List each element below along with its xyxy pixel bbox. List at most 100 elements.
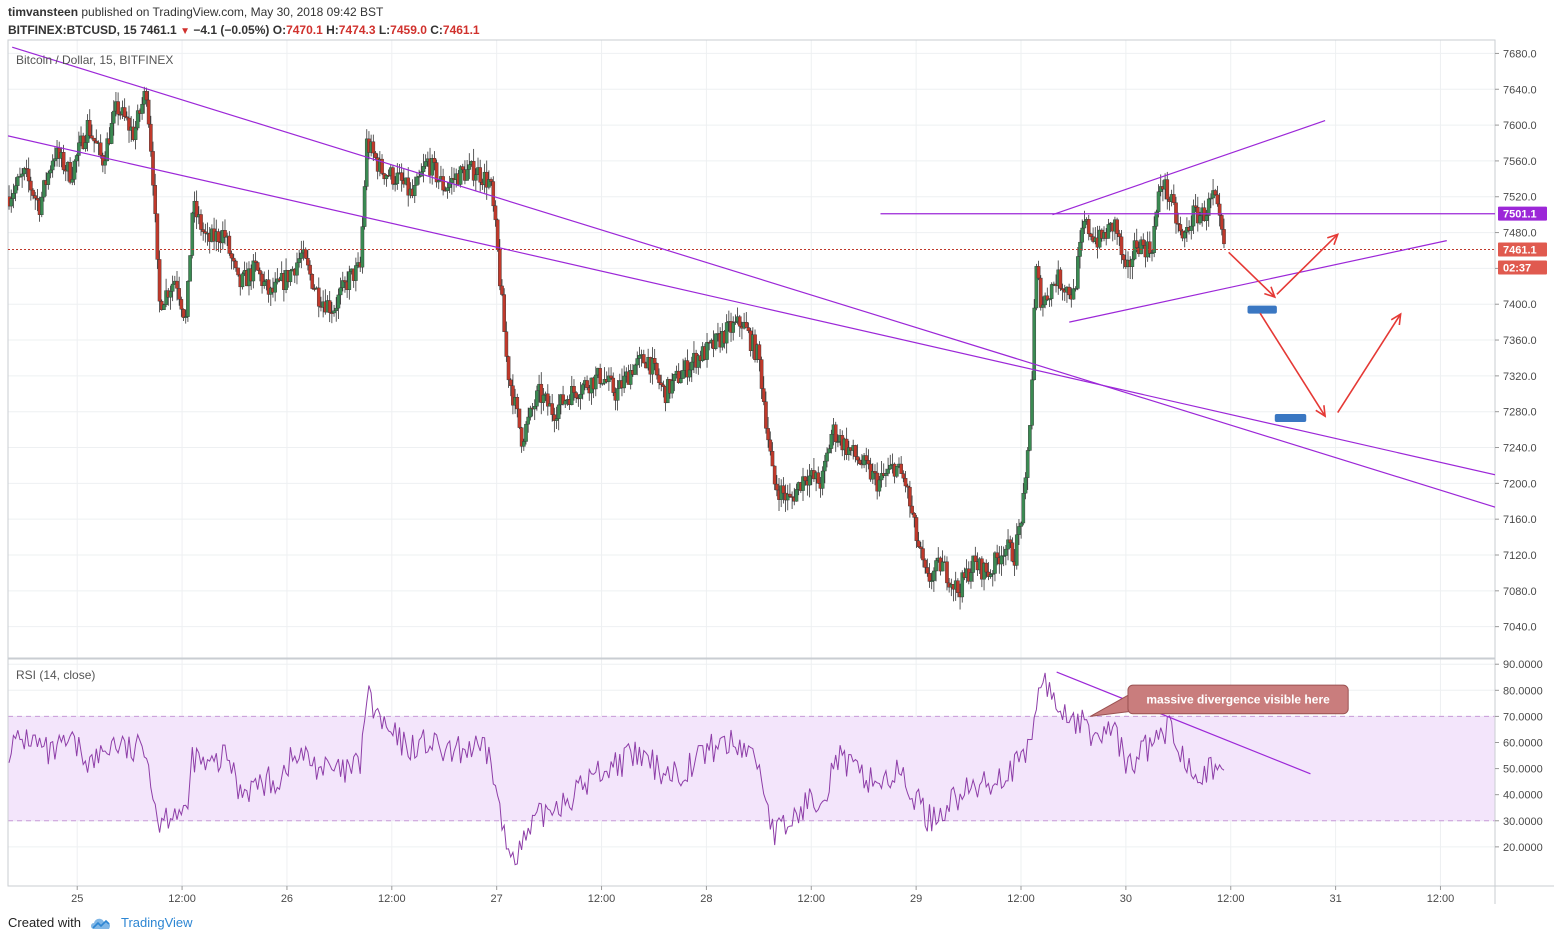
- candle-body: [125, 116, 129, 119]
- price-tick-label: 7120.0: [1503, 550, 1537, 562]
- candle: [391, 165, 395, 190]
- candle: [515, 393, 520, 418]
- candle: [731, 316, 736, 341]
- candle-body: [266, 279, 271, 295]
- candle: [689, 356, 694, 383]
- candle: [310, 273, 315, 290]
- candle: [574, 391, 578, 403]
- candle-body: [609, 375, 613, 379]
- candle-body: [72, 160, 77, 180]
- candle-body: [135, 110, 140, 129]
- candle: [1189, 215, 1194, 240]
- candle-body: [833, 424, 838, 443]
- candle-body: [801, 476, 805, 491]
- time-tick-label: 29: [910, 893, 922, 905]
- time-tick-label: 12:00: [1217, 893, 1245, 905]
- candle: [563, 399, 568, 409]
- arrow-head: [1327, 233, 1340, 245]
- candle-body: [253, 260, 258, 263]
- candle-body: [332, 310, 336, 314]
- candle: [925, 558, 930, 577]
- tradingview-brand[interactable]: TradingView: [120, 915, 193, 930]
- candle-body: [820, 470, 825, 489]
- candle-body: [713, 333, 718, 349]
- price-tick-label: 7480.0: [1503, 228, 1537, 240]
- candle-body: [445, 187, 450, 191]
- candle-body: [18, 176, 22, 178]
- candle-body: [1209, 197, 1213, 200]
- candle-body: [873, 471, 877, 474]
- candle: [598, 363, 602, 388]
- candle-body: [785, 493, 790, 501]
- candle-body: [260, 273, 264, 286]
- time-tick-label: 25: [71, 893, 83, 905]
- candle: [61, 144, 66, 175]
- candle: [360, 217, 365, 274]
- candle-body: [255, 262, 260, 271]
- arrow-shaft: [1259, 312, 1326, 417]
- candle-body: [1213, 190, 1218, 196]
- candle: [306, 250, 310, 271]
- candle: [236, 267, 240, 277]
- candle: [155, 213, 160, 269]
- candle-body: [478, 167, 482, 183]
- candle-body: [1141, 239, 1146, 246]
- candle-body: [1139, 239, 1143, 255]
- candle: [561, 385, 565, 406]
- candle-body: [746, 327, 751, 332]
- candle: [1119, 230, 1124, 264]
- candle: [491, 176, 496, 212]
- candle: [406, 167, 411, 207]
- candle: [1172, 184, 1176, 206]
- rsi-tick-label: 60.0000: [1503, 737, 1543, 749]
- candle: [552, 407, 557, 433]
- candle-body: [498, 249, 502, 287]
- created-with-text: Created with: [8, 915, 81, 930]
- candle-body: [993, 552, 997, 574]
- candle-body: [914, 517, 919, 542]
- candle-body: [347, 271, 352, 290]
- candle-body: [90, 135, 94, 139]
- candle: [572, 379, 576, 401]
- candle: [999, 545, 1004, 576]
- candle: [585, 375, 589, 391]
- candle: [347, 265, 352, 300]
- author-name[interactable]: timvansteen: [8, 5, 79, 19]
- order-box: [1274, 413, 1307, 422]
- candle: [609, 367, 613, 380]
- candle: [873, 464, 877, 486]
- candle-body: [899, 463, 903, 474]
- candle-body: [519, 427, 524, 447]
- time-axis: 25 12:00 26 12:00 27 12:00 28 12:00 29 12:00 30 12:…: [71, 886, 1454, 905]
- candle: [1089, 232, 1093, 241]
- candle-body: [1038, 277, 1043, 308]
- arrow-shaft: [1337, 313, 1402, 414]
- candle: [761, 376, 766, 406]
- candle-body: [855, 456, 860, 461]
- candle-body: [1086, 219, 1091, 235]
- candle-body: [923, 559, 927, 568]
- candle: [775, 475, 779, 497]
- candle-body: [823, 460, 827, 472]
- candle-body: [615, 388, 620, 401]
- candle-body: [1182, 231, 1187, 239]
- candle-body: [1043, 295, 1047, 306]
- rsi-tick-label: 40.0000: [1503, 790, 1543, 802]
- candle: [393, 176, 397, 192]
- candle: [70, 166, 75, 186]
- candle: [336, 288, 341, 319]
- rsi-tick-label: 80.0000: [1503, 685, 1543, 697]
- candle: [373, 151, 378, 161]
- candle: [1141, 233, 1146, 249]
- candle: [1082, 210, 1087, 234]
- candle-body: [757, 344, 762, 360]
- candle: [766, 416, 770, 448]
- footer: Created with TradingView: [8, 915, 193, 930]
- candle: [489, 177, 493, 186]
- candle: [803, 475, 807, 486]
- candle-body: [144, 91, 149, 101]
- candle-body: [13, 185, 18, 194]
- candle-body: [29, 180, 33, 191]
- time-tick-label: 26: [281, 893, 293, 905]
